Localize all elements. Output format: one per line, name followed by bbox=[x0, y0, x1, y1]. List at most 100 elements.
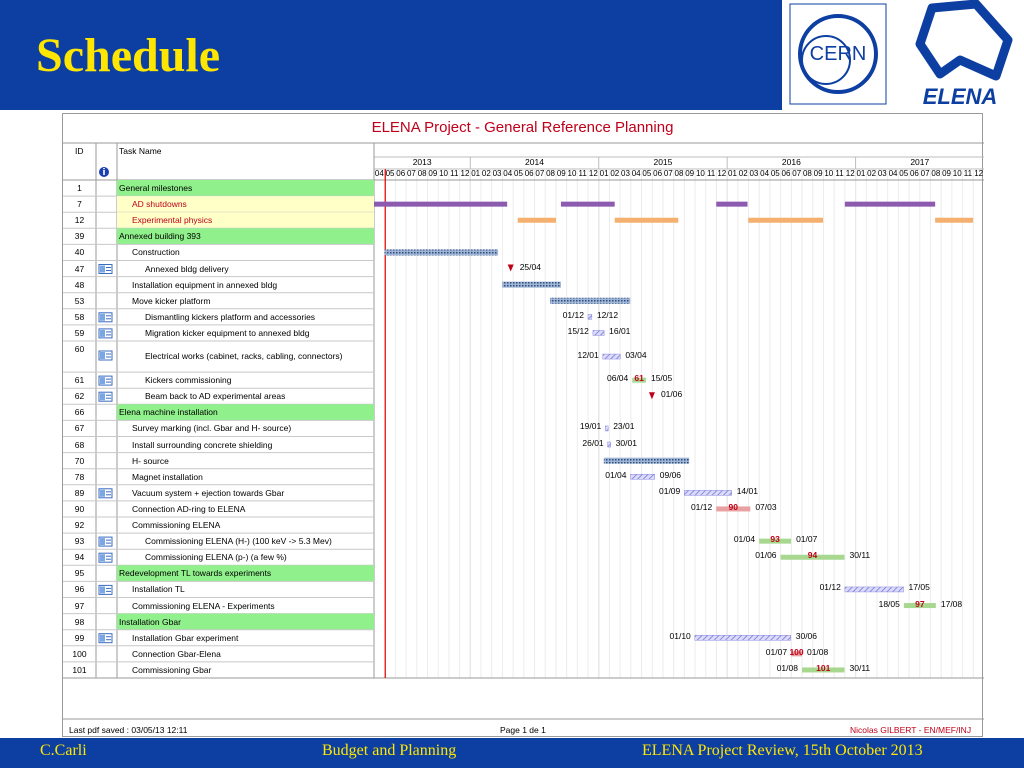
month-label: 04 bbox=[888, 169, 898, 178]
notes-icon[interactable] bbox=[98, 264, 113, 274]
notes-icon[interactable] bbox=[98, 312, 113, 323]
month-label: 07 bbox=[535, 169, 545, 178]
gantt-grid bbox=[63, 142, 984, 720]
task-id: 70 bbox=[74, 455, 85, 466]
notes-icon[interactable] bbox=[98, 488, 113, 499]
month-label: 12 bbox=[845, 169, 855, 178]
task-id: 78 bbox=[74, 471, 85, 482]
task-id: 59 bbox=[74, 327, 85, 338]
month-label: 01 bbox=[856, 169, 866, 178]
task-name[interactable]: Annexed bldg delivery bbox=[145, 263, 229, 274]
task-name[interactable]: Installation equipment in annexed bldg bbox=[132, 279, 278, 290]
task-start-date: 18/05 bbox=[878, 598, 900, 609]
task-end-date: 07/03 bbox=[755, 501, 777, 512]
notes-icon[interactable] bbox=[98, 391, 113, 402]
task-id: 98 bbox=[74, 616, 85, 627]
task-id: 40 bbox=[74, 247, 85, 258]
task-end-date: 30/01 bbox=[615, 437, 637, 448]
month-label: 09 bbox=[813, 169, 823, 178]
task-name[interactable]: Migration kicker equipment to annexed bl… bbox=[145, 327, 310, 338]
notes-icon[interactable] bbox=[98, 328, 113, 339]
task-end-date: 30/11 bbox=[849, 662, 871, 673]
task-id: 97 bbox=[74, 600, 85, 611]
notes-icon[interactable] bbox=[98, 584, 113, 595]
task-end-date: 01/07 bbox=[796, 534, 818, 545]
task-id: 66 bbox=[74, 407, 85, 418]
month-label: 11 bbox=[963, 169, 973, 178]
task-name[interactable]: Commissioning ELENA bbox=[132, 520, 221, 530]
task-id-badge: 101 bbox=[816, 662, 831, 673]
task-name[interactable]: Magnet installation bbox=[132, 471, 203, 482]
task-id: 99 bbox=[74, 632, 85, 643]
task-id: 62 bbox=[74, 391, 85, 402]
task-name[interactable]: Commissioning ELENA (H-) (100 keV -> 5.3… bbox=[145, 536, 332, 547]
task-id: 67 bbox=[74, 423, 85, 434]
task-start-date: 12/01 bbox=[577, 349, 599, 360]
month-label: 11 bbox=[578, 169, 587, 178]
month-label: 10 bbox=[567, 169, 577, 178]
task-name[interactable]: Beam back to AD experimental areas bbox=[145, 391, 286, 402]
task-name[interactable]: Redevelopment TL towards experiments bbox=[119, 568, 272, 579]
task-id-badge: 94 bbox=[807, 550, 818, 561]
task-name[interactable]: Experimental physics bbox=[132, 215, 213, 226]
task-name[interactable]: AD shutdowns bbox=[132, 199, 187, 210]
notes-icon[interactable] bbox=[98, 633, 113, 644]
task-name[interactable]: Connection Gbar-Elena bbox=[132, 648, 221, 659]
task-name-column-header: Task Name bbox=[119, 146, 162, 156]
task-name[interactable]: Commissioning ELENA - Experiments bbox=[132, 600, 275, 611]
task-name[interactable]: Move kicker platform bbox=[132, 295, 211, 306]
task-name[interactable]: Installation TL bbox=[132, 584, 185, 595]
task-name[interactable]: General milestones bbox=[119, 183, 193, 193]
task-start-date: 01/07 bbox=[765, 646, 788, 657]
notes-icon[interactable] bbox=[98, 350, 113, 361]
task-name[interactable]: Construction bbox=[132, 247, 180, 258]
task-end-date: 30/11 bbox=[849, 550, 871, 561]
month-label: 09 bbox=[942, 169, 951, 178]
task-name[interactable]: Commissioning ELENA (p-) (a few %) bbox=[145, 552, 287, 563]
month-label: 01 bbox=[471, 169, 481, 178]
month-label: 12 bbox=[974, 169, 984, 178]
task-bar bbox=[759, 538, 792, 544]
month-label: 08 bbox=[931, 169, 941, 178]
task-id: 101 bbox=[72, 664, 87, 675]
month-label: 08 bbox=[417, 169, 427, 178]
task-name[interactable]: Install surrounding concrete shielding bbox=[132, 439, 273, 450]
notes-icon[interactable] bbox=[98, 536, 113, 547]
month-label: 09 bbox=[556, 169, 566, 178]
task-name[interactable]: Annexed building 393 bbox=[119, 231, 201, 242]
month-label: 09 bbox=[685, 169, 695, 178]
task-id-badge: 90 bbox=[728, 501, 739, 512]
month-label: 08 bbox=[546, 169, 556, 178]
year-label: 2015 bbox=[653, 157, 673, 167]
year-label: 2017 bbox=[910, 157, 930, 167]
task-name[interactable]: Electrical works (cabinet, racks, cablin… bbox=[145, 351, 343, 361]
page-number: Page 1 de 1 bbox=[500, 725, 546, 735]
task-id: 53 bbox=[74, 295, 85, 306]
month-label: 10 bbox=[952, 169, 962, 178]
month-label: 02 bbox=[610, 169, 620, 178]
month-label: 03 bbox=[621, 169, 630, 178]
shutdown-bar bbox=[560, 201, 615, 207]
task-name[interactable]: H- source bbox=[132, 455, 169, 466]
task-bar bbox=[604, 425, 609, 432]
notes-icon[interactable] bbox=[98, 552, 113, 563]
task-name[interactable]: Installation Gbar bbox=[119, 616, 181, 627]
task-name[interactable]: Installation Gbar experiment bbox=[132, 632, 239, 643]
task-name[interactable]: Dismantling kickers platform and accesso… bbox=[145, 311, 316, 322]
task-name[interactable]: Survey marking (incl. Gbar and H- source… bbox=[132, 423, 292, 434]
task-name[interactable]: Kickers commissioning bbox=[145, 375, 232, 386]
task-name[interactable]: Connection AD-ring to ELENA bbox=[132, 503, 246, 514]
notes-icon[interactable] bbox=[98, 375, 113, 386]
task-name[interactable]: Elena machine installation bbox=[119, 407, 218, 418]
task-id: 95 bbox=[74, 568, 85, 579]
task-bar bbox=[801, 667, 845, 673]
task-id-badge: 61 bbox=[634, 373, 644, 384]
task-name[interactable]: Vacuum system + ejection towards Gbar bbox=[132, 487, 285, 498]
month-label: 07 bbox=[663, 169, 673, 178]
logo-area: CERN ELENA bbox=[782, 0, 1024, 110]
task-id: 7 bbox=[77, 199, 82, 210]
task-name[interactable]: Commissioning Gbar bbox=[132, 664, 212, 675]
task-end-date: 12/12 bbox=[596, 309, 619, 320]
task-id-badge: 97 bbox=[915, 598, 925, 609]
elena-logo-icon: ELENA bbox=[915, 0, 1013, 109]
